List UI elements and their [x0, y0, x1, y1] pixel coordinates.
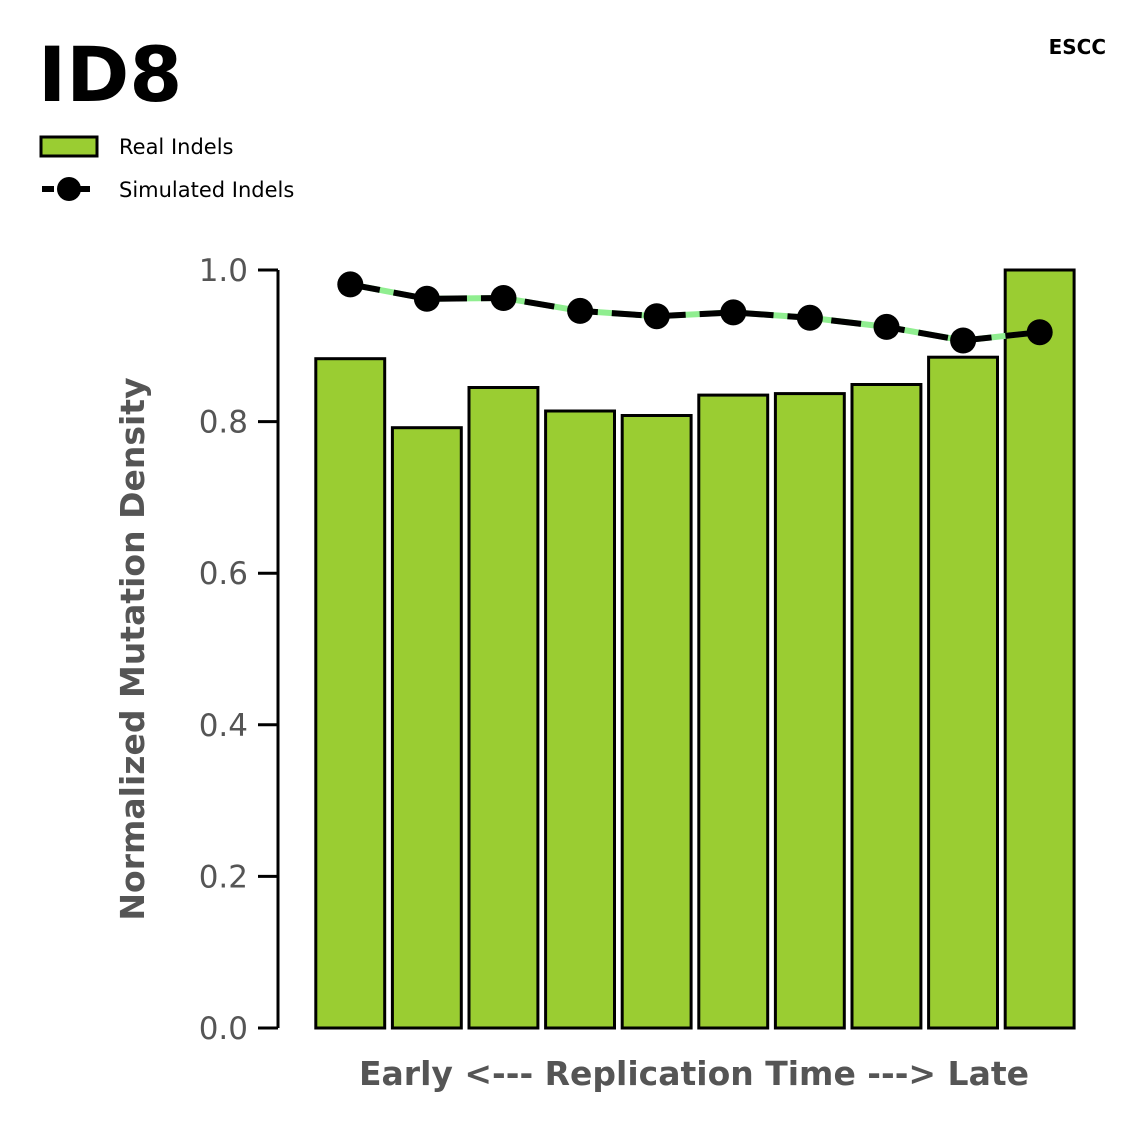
bar-real-indels-3 [467, 386, 540, 1030]
bar-real-indels-1 [314, 357, 387, 1030]
y-tick-label: 0.6 [199, 556, 248, 592]
point-simulated-indels-2 [413, 285, 440, 312]
point-simulated-indels-8 [873, 313, 900, 340]
bars-real-indels [314, 268, 1076, 1030]
point-simulated-indels-10 [1026, 319, 1053, 346]
point-simulated-indels-6 [720, 299, 747, 326]
bar-real-indels-10 [1003, 268, 1076, 1030]
y-tick-label: 0.2 [199, 859, 248, 895]
point-simulated-indels-7 [796, 304, 823, 331]
legend: Real Indels Simulated Indels [39, 135, 294, 202]
legend-label-simulated-indels: Simulated Indels [119, 178, 294, 202]
legend-swatch-real-indels [39, 135, 99, 158]
y-axis-label: Normalized Mutation Density [113, 377, 152, 920]
point-simulated-indels-3 [490, 285, 517, 311]
legend-label-real-indels: Real Indels [119, 135, 233, 159]
chart-title: ID8 [38, 30, 182, 119]
point-simulated-indels-1 [337, 271, 364, 298]
line-simulated-indels-under [349, 281, 1041, 344]
bar-real-indels-6 [697, 393, 770, 1030]
y-axis: 0.0 0.2 0.4 0.6 0.8 1.0 [199, 253, 280, 1047]
y-tick-label: 0.0 [199, 1011, 248, 1047]
y-tick-label: 1.0 [199, 253, 248, 289]
bar-real-indels-7 [773, 392, 846, 1030]
line-simulated-indels-dashed [349, 281, 1041, 344]
point-simulated-indels-9 [950, 327, 977, 354]
line-simulated-indels [337, 271, 1053, 354]
bar-real-indels-9 [927, 355, 999, 1030]
bar-real-indels-8 [850, 383, 923, 1030]
point-simulated-indels-5 [643, 303, 670, 330]
bar-real-indels-5 [620, 414, 693, 1030]
point-simulated-indels-4 [567, 297, 594, 324]
y-tick-label: 0.8 [199, 405, 248, 441]
y-tick-label: 0.4 [199, 708, 248, 744]
bar-real-indels-4 [544, 409, 616, 1030]
bar-real-indels-2 [390, 426, 463, 1030]
x-axis-label: Early <--- Replication Time ---> Late [359, 1054, 1029, 1093]
cancer-type-label: ESCC [1049, 35, 1106, 59]
legend-marker-simulated-indels [57, 177, 81, 201]
